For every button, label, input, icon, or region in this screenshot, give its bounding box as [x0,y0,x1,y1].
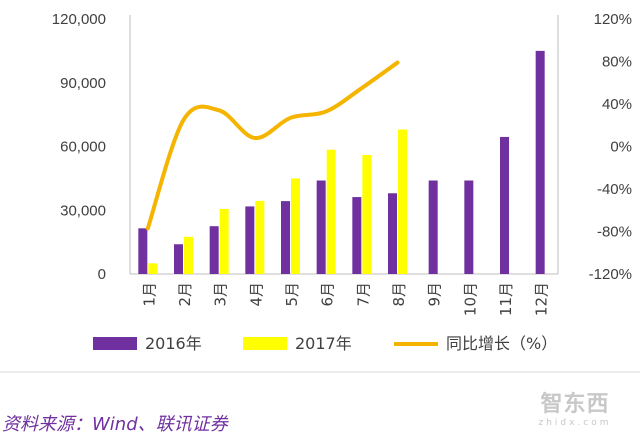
y-left-tick-label: 0 [98,266,106,283]
bar-2017 [255,200,265,274]
bar-2017 [184,236,193,274]
bar-2016 [138,228,148,274]
legend-label-2016: 2016年 [145,334,202,353]
y-right-tick-label: 40% [602,96,632,113]
bar-2016 [174,244,183,274]
x-category-label: 9月 [426,282,444,307]
growth-line [145,60,400,231]
bar-2016 [281,201,290,274]
y-right-tick-label: 80% [602,54,632,71]
y-right-tick-label: 0% [610,139,632,156]
x-category-label: 10月 [461,282,479,316]
bar-2017 [398,129,407,274]
legend-label-growth: 同比增长（%） [446,334,557,353]
bar-2017 [148,263,158,274]
source-note: 资料来源：Wind、联讯证券 [2,414,228,435]
bar-2016 [388,193,397,274]
bar-2017 [219,208,229,274]
bar-2016 [500,136,509,274]
y-left-tick-label: 30,000 [60,202,106,219]
watermark: 智东西 zhidx.com [520,392,630,428]
legend-label-2017: 2017年 [295,334,352,353]
x-category-label: 6月 [319,282,337,307]
bar-2016 [464,180,474,274]
y-left-tick-label: 120,000 [52,11,106,28]
bar-2016 [316,180,326,274]
bar-2017 [291,178,300,274]
bar-2016 [245,206,255,274]
y-right-tick-label: -120% [589,266,632,283]
x-category-label: 2月 [176,282,194,307]
watermark-logo: 智东西 [540,392,610,417]
bar-2016 [535,50,545,274]
y-right-tick-label: -80% [597,224,632,241]
y-left-tick-label: 60,000 [60,139,106,156]
x-category-label: 3月 [212,282,230,307]
x-category-label: 5月 [283,282,301,307]
x-category-label: 1月 [140,282,158,307]
x-category-label: 12月 [533,282,551,316]
legend-swatch-2017 [243,337,287,350]
bar-2017 [326,149,336,274]
legend: 2016年 2017年 同比增长（%） [93,334,557,353]
axes [129,15,559,275]
bar-2017 [362,155,372,274]
bar-2016 [209,226,219,274]
tick-labels: 0 30,000 60,000 90,000 120,000 -120% -80% -40% 0… [52,11,632,316]
x-category-label: 11月 [497,282,515,316]
y-right-tick-label: 120% [594,11,632,28]
x-category-label: 7月 [354,282,372,307]
x-category-label: 4月 [247,282,265,307]
bar-2016 [428,180,438,274]
growth-line-path [145,60,400,231]
bars [138,50,545,274]
y-right-tick-label: -40% [597,181,632,198]
watermark-domain: zhidx.com [538,418,612,428]
legend-swatch-2016 [93,337,137,350]
y-left-tick-label: 90,000 [60,75,106,92]
bar-2016 [352,197,362,274]
x-category-label: 8月 [390,282,408,307]
